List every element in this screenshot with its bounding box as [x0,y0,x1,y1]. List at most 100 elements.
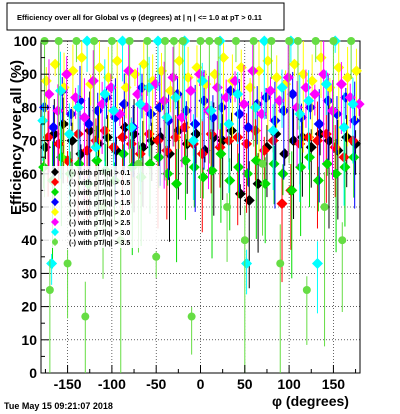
data-point [276,259,285,268]
legend-label: (-) with pT/|q| > 2.0 [69,210,130,217]
data-point [118,98,130,110]
data-point [241,168,253,180]
data-point [276,81,288,93]
data-point [241,257,253,269]
x-tick-label: -100 [98,376,126,392]
legend-label: (-) with pT/|q| > 3.5 [69,240,130,247]
data-point [188,161,200,173]
data-point [309,88,321,100]
y-tick-label: 80 [21,99,37,115]
data-point [303,95,315,107]
data-point [111,55,123,67]
data-point [320,78,332,90]
data-point [42,131,54,143]
data-point [293,37,302,45]
data-point [117,148,129,160]
data-point [302,286,311,294]
y-tick-label: 10 [21,332,37,348]
data-point [330,168,342,180]
data-point [47,121,59,133]
data-point [153,151,165,163]
data-point [87,75,99,87]
data-point [37,115,49,127]
data-point [63,259,72,268]
data-point [223,203,232,211]
data-point [125,37,134,45]
data-point [282,72,294,84]
y-tick-label: 60 [21,166,37,182]
data-point [215,148,227,160]
data-point [91,155,103,167]
data-point [72,37,81,45]
data-point [303,151,315,163]
data-point [167,72,179,84]
data-point [247,65,259,77]
data-point [258,159,267,168]
data-point [311,37,320,45]
data-point [81,35,93,47]
data-point [353,98,365,110]
data-point [45,286,54,294]
series-group [40,37,356,373]
data-point [322,95,334,107]
data-point [306,75,318,87]
data-point [117,131,129,143]
legend: (-) with pT/|q| > 0.1 (-) with pT/|q| > 0… [43,166,160,248]
data-point [152,252,161,261]
legend-label: (-) with pT/|q| > 0.5 [69,180,130,187]
data-point [267,125,279,137]
x-tick-label: 150 [322,376,346,392]
x-tick-label: 50 [237,376,253,392]
legend-marker [51,178,59,186]
y-tick-label: 20 [21,299,37,315]
data-point [269,115,281,127]
data-point [238,98,250,110]
data-point [294,108,306,120]
data-point [242,121,254,133]
legend-marker [51,168,59,176]
data-point [205,105,217,117]
title-box [6,2,285,31]
y-tick-label: 30 [21,265,37,281]
data-point [170,91,182,103]
x-tick-label: 0 [197,376,205,392]
data-point [279,148,291,160]
y-tick-label: 70 [21,133,37,149]
data-point [187,312,196,321]
data-point [253,65,265,77]
data-point [65,108,77,120]
data-point [117,35,129,47]
legend-marker [51,208,59,216]
data-point [268,158,280,170]
data-point [320,203,329,211]
data-point [107,37,116,45]
data-point [288,58,300,70]
data-point [143,37,152,45]
data-point [205,37,214,45]
data-point [338,236,347,245]
data-point [161,37,170,45]
data-point [90,141,102,153]
data-point [161,111,173,123]
data-point [108,105,120,117]
x-tick-label: 100 [277,376,301,392]
data-point [278,105,290,117]
y-tick-label: 90 [21,66,37,82]
data-point [72,101,84,113]
data-point [185,85,197,97]
axis-ticks: 0 10 20 30 40 50 60 70 80 90 100 -150 -100 -50 0 50 100 1… [14,33,357,392]
data-point [287,88,299,100]
series-group [40,41,362,166]
data-point [311,257,323,269]
data-point [321,158,333,170]
data-point [136,81,148,93]
data-point [198,95,210,107]
legend-marker [51,228,59,236]
data-point [311,135,323,147]
data-point [252,178,264,190]
data-point [338,121,350,133]
data-point [206,164,218,176]
data-point [196,75,208,87]
data-point [349,115,361,127]
